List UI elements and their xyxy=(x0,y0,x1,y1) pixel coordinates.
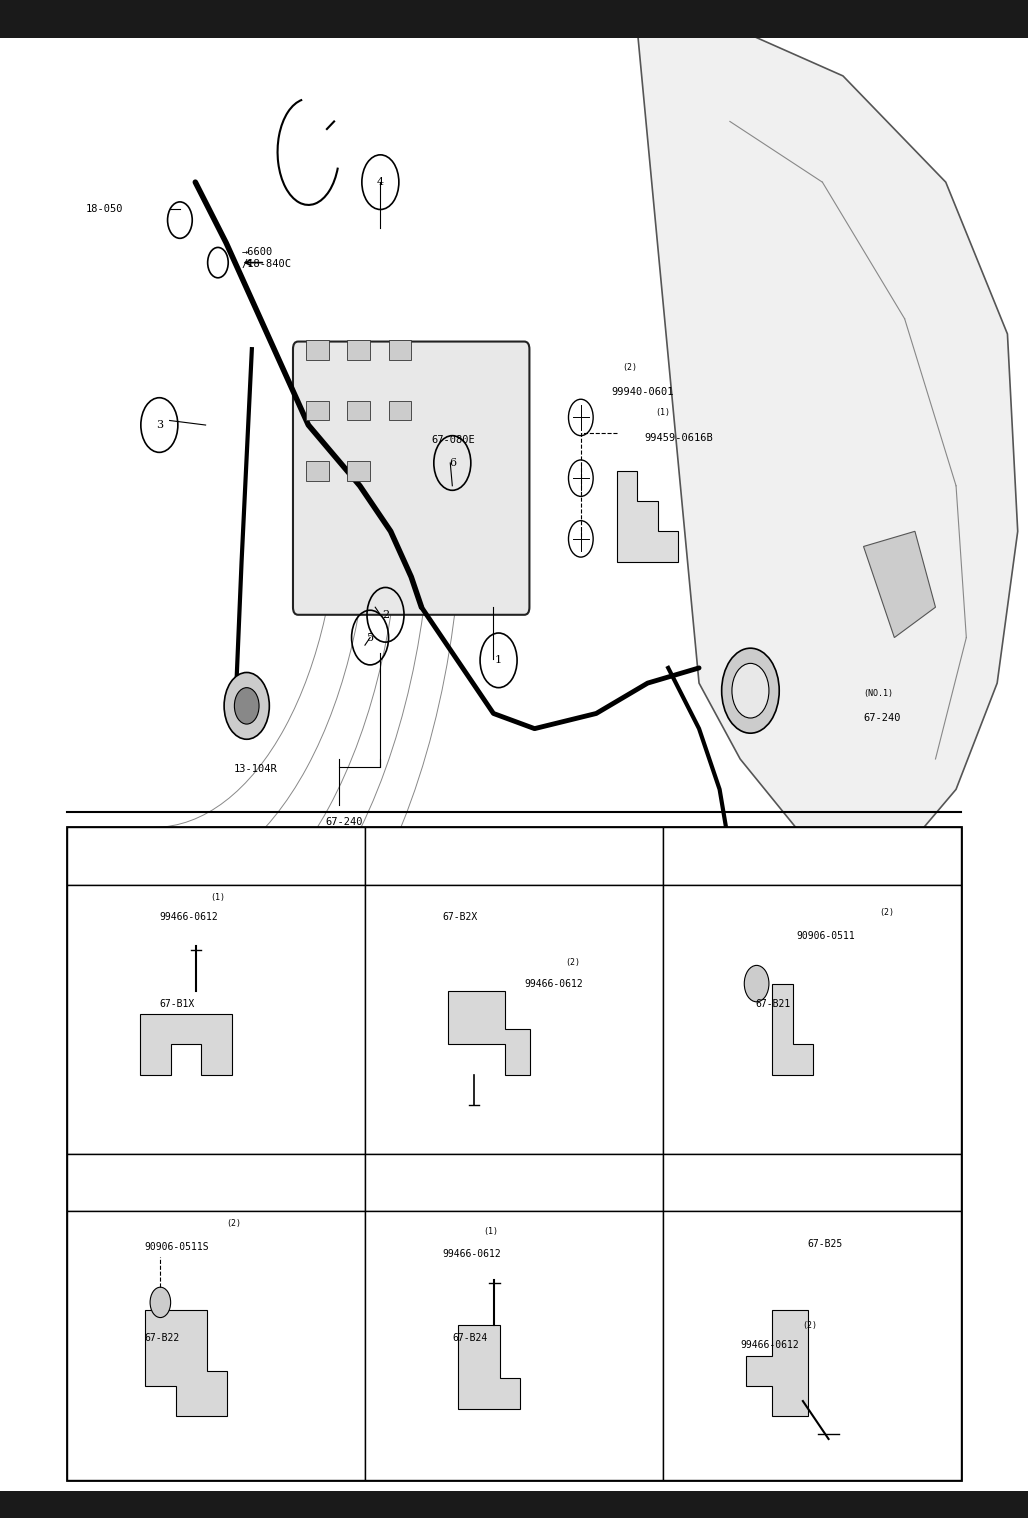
Text: (NO.1): (NO.1) xyxy=(864,689,893,698)
PathPatch shape xyxy=(637,30,1018,865)
Text: (1): (1) xyxy=(655,408,670,417)
Text: 1: 1 xyxy=(495,656,502,665)
Text: 67-080E: 67-080E xyxy=(432,436,476,445)
Bar xyxy=(67,1211,365,1480)
Text: 90906-0511S: 90906-0511S xyxy=(144,1242,209,1252)
Text: 67-240: 67-240 xyxy=(864,713,901,724)
Bar xyxy=(306,340,329,360)
Circle shape xyxy=(224,672,269,739)
Circle shape xyxy=(732,663,769,718)
Bar xyxy=(365,1211,663,1480)
Text: 67-B24: 67-B24 xyxy=(452,1333,487,1343)
Bar xyxy=(0,0,1028,38)
Bar xyxy=(347,461,370,481)
Bar xyxy=(306,401,329,420)
Text: (2): (2) xyxy=(802,1321,817,1330)
Text: (2): (2) xyxy=(565,958,581,967)
Polygon shape xyxy=(864,531,935,638)
Bar xyxy=(389,401,411,420)
Bar xyxy=(67,827,961,1480)
Bar xyxy=(663,885,961,1154)
Text: (2): (2) xyxy=(226,1219,242,1228)
Text: (2): (2) xyxy=(622,363,637,372)
Text: 67-B2X: 67-B2X xyxy=(442,912,477,923)
Text: 99466-0612: 99466-0612 xyxy=(524,979,583,990)
Bar xyxy=(365,885,663,1154)
Circle shape xyxy=(150,1287,171,1318)
Text: 67-B21: 67-B21 xyxy=(756,999,791,1009)
Bar xyxy=(389,340,411,360)
Text: 6: 6 xyxy=(809,1178,815,1187)
Text: 99466-0612: 99466-0612 xyxy=(159,912,218,923)
Text: 3: 3 xyxy=(809,852,815,861)
Text: 4: 4 xyxy=(377,178,383,187)
Bar xyxy=(663,827,961,885)
Polygon shape xyxy=(458,1325,520,1409)
Bar xyxy=(365,827,663,885)
Polygon shape xyxy=(617,471,678,562)
Text: 99459-0616B: 99459-0616B xyxy=(645,433,713,443)
Text: 99940-0601: 99940-0601 xyxy=(612,387,674,398)
Text: 2: 2 xyxy=(382,610,389,619)
Text: (1): (1) xyxy=(483,1227,499,1236)
Text: 2: 2 xyxy=(511,852,517,861)
Text: 90906-0511: 90906-0511 xyxy=(797,931,855,941)
Text: 67-240
(NO.2): 67-240 (NO.2) xyxy=(326,817,363,838)
Text: 67-B22: 67-B22 xyxy=(144,1333,179,1343)
Text: 67-B1X: 67-B1X xyxy=(159,999,194,1009)
Text: 3: 3 xyxy=(156,420,162,430)
Text: 4: 4 xyxy=(213,1178,219,1187)
Bar xyxy=(67,1154,365,1211)
Text: 5: 5 xyxy=(511,1178,517,1187)
Text: 99466-0612: 99466-0612 xyxy=(442,1249,501,1260)
Text: 5: 5 xyxy=(367,633,373,642)
Bar xyxy=(347,340,370,360)
Text: 6: 6 xyxy=(449,458,455,468)
Polygon shape xyxy=(145,1310,227,1416)
Bar xyxy=(663,1154,961,1211)
Text: (2): (2) xyxy=(879,908,894,917)
Bar xyxy=(663,1211,961,1480)
Polygon shape xyxy=(448,991,530,1075)
Bar xyxy=(347,401,370,420)
Text: 1: 1 xyxy=(213,852,219,861)
Circle shape xyxy=(722,648,779,733)
FancyBboxPatch shape xyxy=(293,342,529,615)
Text: 67-B25: 67-B25 xyxy=(807,1239,842,1249)
Text: →6600
/18-840C: →6600 /18-840C xyxy=(242,247,292,269)
Bar xyxy=(306,461,329,481)
Text: 99466-0612: 99466-0612 xyxy=(740,1340,799,1351)
Circle shape xyxy=(234,688,259,724)
Polygon shape xyxy=(772,984,813,1075)
Text: 13-104R: 13-104R xyxy=(233,764,278,774)
Text: 18-050: 18-050 xyxy=(86,205,123,214)
Polygon shape xyxy=(140,1014,232,1075)
Polygon shape xyxy=(746,1310,808,1416)
Bar xyxy=(67,827,365,885)
Bar xyxy=(0,1491,1028,1518)
Circle shape xyxy=(744,965,769,1002)
Bar xyxy=(67,885,365,1154)
Text: (1): (1) xyxy=(211,893,226,902)
Bar xyxy=(365,1154,663,1211)
